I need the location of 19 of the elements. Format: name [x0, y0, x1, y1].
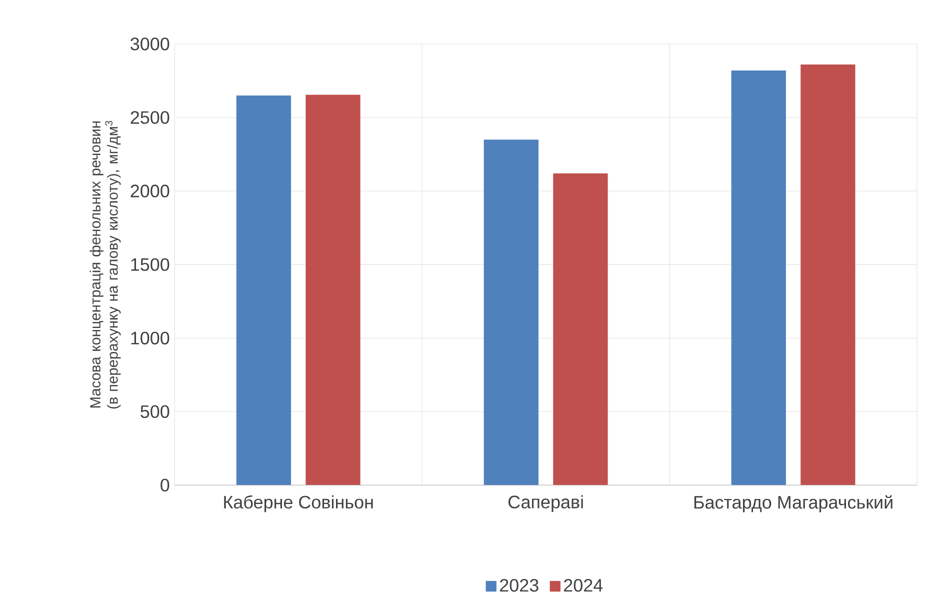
x-tick-label: Бастардо Магарачський [694, 495, 892, 512]
x-tick-label: Каберне Совіньон [224, 495, 373, 512]
y-tick-label: 2500 [130, 111, 170, 124]
x-tick-label: Сапераві [508, 495, 583, 512]
y-tick-label: 1500 [131, 258, 170, 271]
bar [731, 70, 786, 486]
y-tick-label: 3000 [130, 38, 170, 50]
y-tick-label: 2000 [130, 184, 170, 198]
bar [236, 95, 292, 486]
y-tick-label: 1000 [131, 332, 170, 344]
legend-label: 2024 [564, 578, 603, 592]
y-axis-title: Масова концентрація фенольних речовин (в перерахунку на галову кислоту), мг/дм$^{3}$ [90, 120, 121, 408]
y-tick-label: 0 [160, 478, 170, 492]
bar [306, 94, 360, 486]
legend-label: 2023 [500, 578, 538, 592]
bar [484, 140, 538, 486]
bar [553, 173, 608, 486]
y-tick-label: 500 [140, 405, 170, 418]
bar [800, 64, 856, 486]
